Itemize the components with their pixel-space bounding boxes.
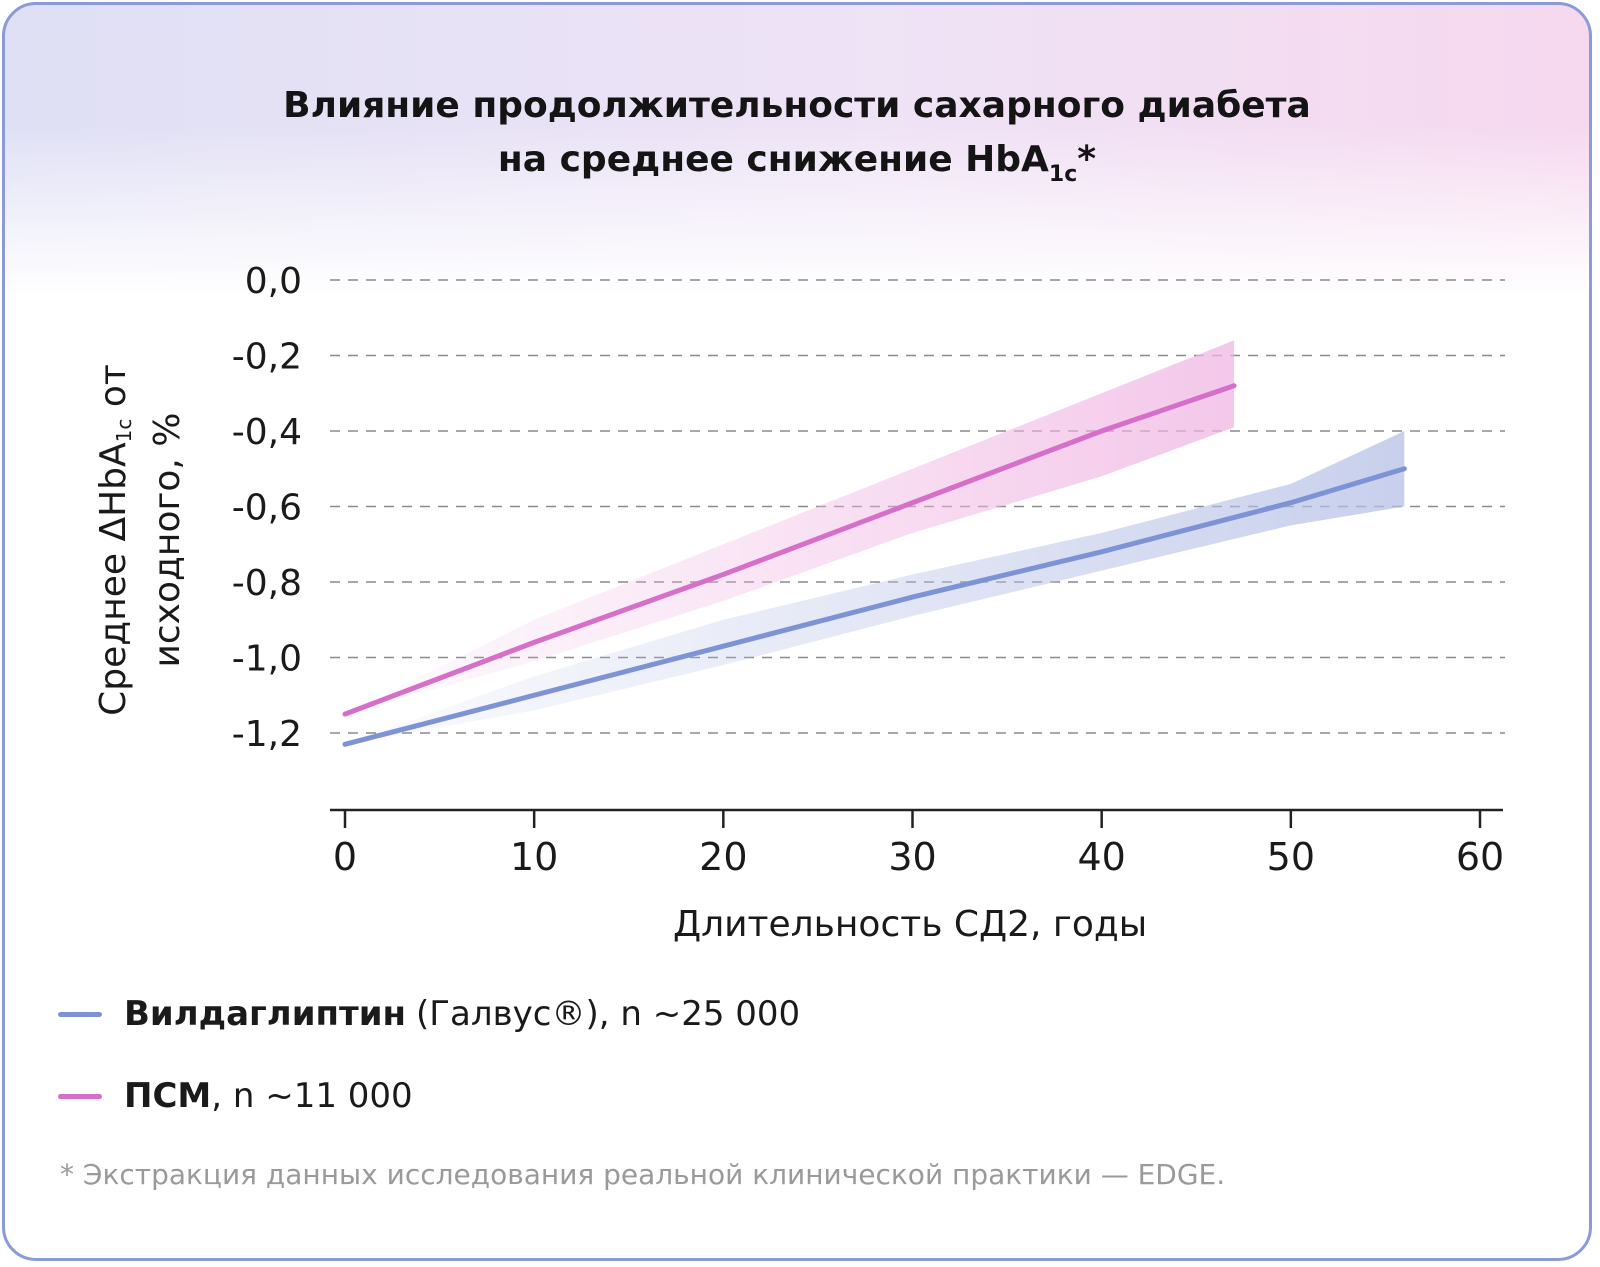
x-tick-label: 60 — [1456, 835, 1504, 879]
x-axis-label: Длительность СД2, годы — [673, 904, 1148, 945]
x-tick-label: 0 — [333, 835, 357, 879]
title-asterisk: * — [1077, 139, 1097, 180]
confidence-band-vildagliptin — [345, 431, 1405, 745]
y-tick-label: -0,2 — [232, 337, 302, 378]
confidence-band-psm — [345, 340, 1235, 715]
legend-swatch-psm — [58, 1093, 102, 1099]
y-axis-label-subscript: 1c — [112, 418, 136, 443]
x-tick-label: 20 — [699, 835, 747, 879]
y-axis-label: Среднее ΔHbA1c от исходного, % — [87, 364, 195, 716]
series-line-vildagliptin — [342, 466, 1407, 747]
legend-item-vildagliptin: Вилдаглиптин (Галвус®), n ~25 000 — [58, 992, 800, 1036]
y-tick-label: -0,8 — [232, 563, 302, 604]
x-tick-label: 50 — [1267, 835, 1315, 879]
x-tick-label: 10 — [510, 835, 558, 879]
legend-label-vildagliptin: Вилдаглиптин — [124, 994, 407, 1034]
y-tick-label: 0,0 — [245, 261, 302, 302]
y-tick-label: -1,0 — [232, 639, 302, 680]
x-tick-label: 40 — [1077, 835, 1125, 879]
y-axis-label-prefix: Среднее ΔHbA — [93, 442, 134, 716]
legend-note-psm: , n ~11 000 — [211, 1076, 413, 1116]
x-tick-label: 30 — [888, 835, 936, 879]
legend-note-vildagliptin: (Галвус®), n ~25 000 — [416, 994, 801, 1034]
legend-item-psm: ПСМ, n ~11 000 — [58, 1074, 413, 1118]
title-line-2-prefix: на среднее снижение HbA — [497, 139, 1049, 180]
footnote: * Экстракция данных исследования реально… — [60, 1158, 1226, 1191]
title-line-2: на среднее снижение HbA1c* — [5, 133, 1589, 187]
title-line-1: Влияние продолжительности сахарного диаб… — [283, 85, 1311, 126]
title-subscript: 1c — [1048, 162, 1078, 187]
legend-swatch-vildagliptin — [58, 1011, 102, 1017]
legend-label-psm: ПСМ — [124, 1076, 212, 1116]
y-tick-label: -0,4 — [232, 412, 302, 453]
y-axis-label-line-2: исходного, % — [147, 412, 188, 668]
y-tick-label: -0,6 — [232, 488, 302, 529]
series-line-psm — [342, 383, 1237, 717]
chart-title: Влияние продолжительности сахарного диаб… — [5, 79, 1589, 187]
y-tick-label: -1,2 — [232, 714, 302, 755]
y-axis-label-suffix: от — [93, 364, 134, 419]
y-axis-label-line-1: Среднее ΔHbA1c от — [87, 364, 141, 716]
